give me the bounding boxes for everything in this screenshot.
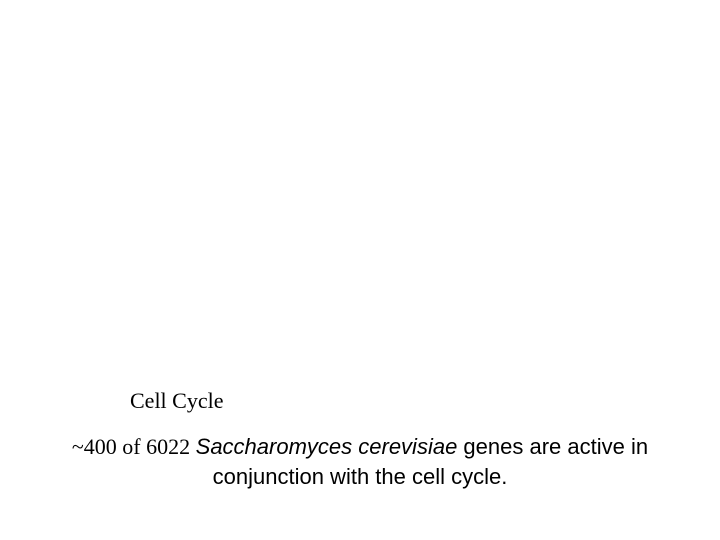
species-name: Saccharomyces cerevisiae: [196, 434, 458, 459]
caption-prefix: ~400 of 6022: [72, 434, 196, 459]
caption-text: ~400 of 6022 Saccharomyces cerevisiae ge…: [0, 432, 720, 491]
cell-cycle-label: Cell Cycle: [130, 388, 223, 414]
caption-line2: conjunction with the cell cycle.: [213, 464, 508, 489]
caption-middle: genes are active in: [457, 434, 648, 459]
